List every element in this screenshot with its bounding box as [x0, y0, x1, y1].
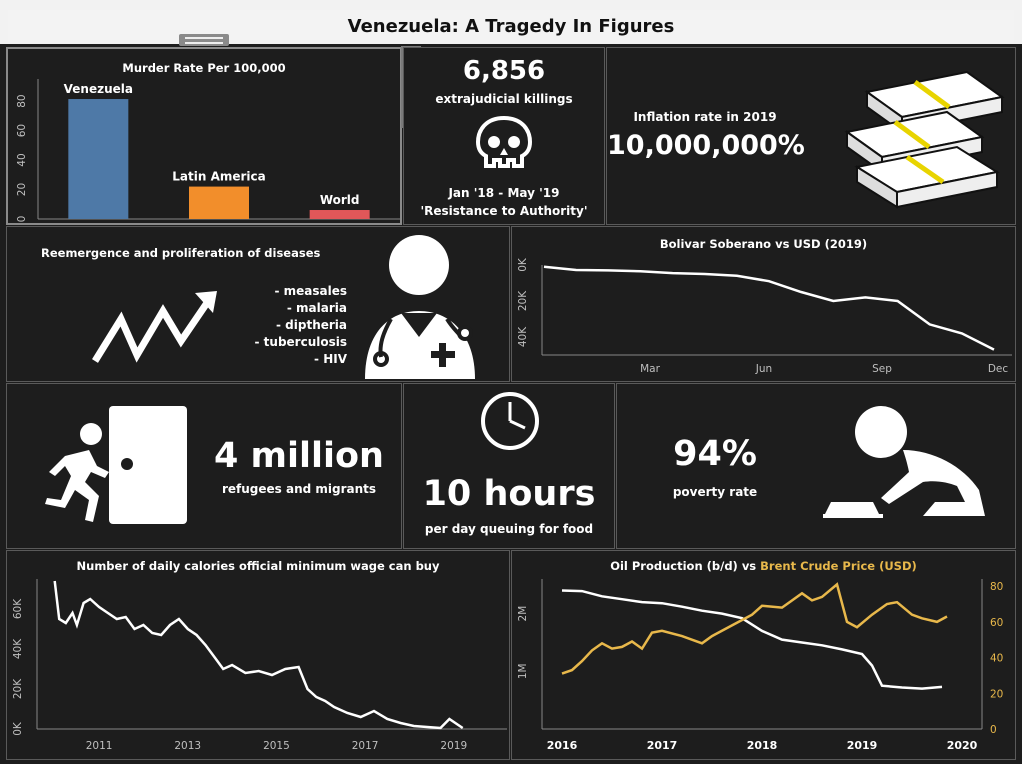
y-tick-label: 20K	[517, 290, 529, 311]
queue-panel: 10 hours per day queuing for food	[403, 383, 615, 549]
x-tick-label: 2020	[947, 739, 978, 752]
murder-rate-panel[interactable]: Murder Rate Per 100,000 0 20 40 60 80 Venezue…	[6, 47, 402, 225]
x-tick-label: 2011	[86, 740, 113, 752]
refugees-label: refugees and migrants	[221, 482, 377, 496]
y-tick-label: 40K	[517, 326, 529, 347]
x-tick-label: 2013	[174, 740, 201, 752]
y-left-tick-label: 2M	[517, 606, 529, 622]
y-tick-label: 40	[16, 153, 28, 166]
disease-list: - measales - malaria - diptheria - tuber…	[255, 283, 348, 368]
x-tick-label: 2016	[547, 739, 578, 752]
money-stack-icon	[844, 70, 1005, 209]
y-tick-label: 0K	[12, 721, 24, 736]
murder-rate-title: Murder Rate Per 100,000	[122, 61, 286, 75]
disease-item: - malaria	[286, 301, 347, 315]
running-exit-icon	[45, 406, 187, 524]
killings-value: 6,856	[462, 56, 546, 86]
inflation-panel: Inflation rate in 2019 10,000,000%	[606, 47, 1016, 225]
bar-label: World	[320, 193, 360, 207]
x-tick-label: 2018	[747, 739, 778, 752]
killings-panel: 6,856 extrajudicial killings Jan '18 - M…	[403, 47, 605, 225]
y-right-tick-label: 80	[990, 581, 1003, 593]
y-tick-label: 80	[16, 94, 28, 107]
bolivar-line	[543, 265, 995, 351]
brent-price-line	[561, 582, 948, 675]
y-right-tick-label: 40	[990, 653, 1003, 665]
x-tick-label: 2019	[440, 740, 467, 752]
murder-rate-chart: 0 20 40 60 80 Venezuela Latin America World	[16, 79, 400, 223]
y-tick-label: 60K	[12, 598, 24, 619]
poverty-label: poverty rate	[672, 485, 758, 499]
disease-item: - measales	[274, 284, 347, 298]
oil-production-line	[561, 589, 943, 690]
bolivar-panel: Bolivar Soberano vs USD (2019) 0K 20K 40K M…	[511, 226, 1016, 382]
x-tick-label: 2019	[847, 739, 878, 752]
zigzag-arrow-icon	[92, 291, 217, 363]
calories-title: Number of daily calories official minimu…	[76, 559, 440, 573]
inflation-value: 10,000,000%	[607, 130, 805, 161]
hungry-person-icon	[823, 406, 985, 518]
y-tick-label: 20K	[12, 678, 24, 699]
killings-period: Jan '18 - May '19	[448, 186, 560, 200]
y-left-tick-label: 1M	[517, 663, 529, 679]
y-right-tick-label: 0	[990, 724, 997, 736]
disease-item: - HIV	[314, 352, 347, 366]
oil-panel: Oil Production (b/d) vs Brent Crude Pric…	[511, 550, 1016, 760]
skull-icon	[475, 115, 533, 168]
refugees-value: 4 million	[214, 436, 384, 476]
bar	[68, 99, 129, 219]
inflation-label: Inflation rate in 2019	[633, 110, 777, 124]
y-tick-label: 60	[16, 124, 28, 137]
bar	[189, 186, 249, 219]
x-tick-label: Mar	[640, 363, 660, 375]
disease-item: - tuberculosis	[254, 335, 348, 349]
refugees-panel: 4 million refugees and migrants	[6, 383, 402, 549]
y-tick-label: 0	[16, 216, 28, 223]
killings-note: 'Resistance to Authority'	[420, 204, 588, 218]
diseases-title: Reemergence and proliferation of disease…	[41, 246, 321, 260]
bar-label: Latin America	[172, 170, 266, 184]
x-tick-label: 2015	[263, 740, 290, 752]
diseases-panel: Reemergence and proliferation of disease…	[6, 226, 510, 382]
bar	[309, 210, 370, 219]
queue-label: per day queuing for food	[424, 522, 594, 536]
clock-icon	[481, 392, 539, 450]
oil-chart: 1M 2M 0 20 40 60 80 2016 2017 2018 2019 2020	[517, 579, 1003, 752]
bolivar-title: Bolivar Soberano vs USD (2019)	[659, 237, 868, 251]
poverty-panel: 94% poverty rate	[616, 383, 1016, 549]
x-tick-label: Jun	[755, 363, 772, 375]
x-tick-label: Sep	[872, 363, 892, 375]
y-tick-label: 20	[16, 183, 28, 196]
x-tick-label: 2017	[352, 740, 379, 752]
disease-item: - diptheria	[276, 318, 347, 332]
oil-title-highlight: Brent Crude Price (USD)	[760, 559, 917, 573]
poverty-value: 94%	[673, 434, 757, 474]
oil-title-prefix: Oil Production (b/d) vs	[610, 559, 761, 573]
y-tick-label: 40K	[12, 638, 24, 659]
calories-panel: Number of daily calories official minimu…	[6, 550, 510, 760]
x-tick-label: Dec	[988, 363, 1009, 375]
bolivar-chart: 0K 20K 40K Mar Jun Sep Dec	[517, 257, 1012, 375]
y-tick-label: 0K	[517, 257, 529, 272]
y-right-tick-label: 60	[990, 617, 1003, 629]
calories-line	[53, 580, 464, 730]
calories-chart: 0K 20K 40K 60K 2011 2013 2015 2017 2019	[12, 579, 507, 752]
drag-handle[interactable]	[179, 34, 229, 46]
x-tick-label: 2017	[647, 739, 678, 752]
doctor-icon	[365, 235, 475, 379]
y-right-tick-label: 20	[990, 688, 1003, 700]
dashboard-title: Venezuela: A Tragedy In Figures	[8, 10, 1014, 43]
killings-label: extrajudicial killings	[435, 92, 573, 106]
oil-title: Oil Production (b/d) vs Brent Crude Pric…	[512, 559, 1015, 573]
queue-value: 10 hours	[422, 474, 596, 514]
bar-label: Venezuela	[64, 82, 133, 96]
